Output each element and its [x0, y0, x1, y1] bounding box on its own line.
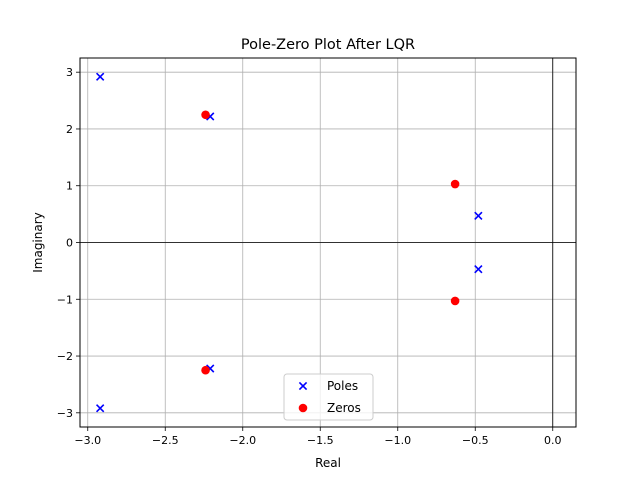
x-axis-label: Real	[315, 456, 341, 470]
x-tick-label: −2.5	[152, 434, 179, 447]
ticks: −3.0 −2.5 −2.0 −1.5 −1.0 −0.5 0.0 −3 −2 −1 0 1 2 3	[57, 66, 562, 447]
x-tick-label: −0.5	[462, 434, 489, 447]
pole-marker	[95, 72, 105, 81]
y-tick-label: −2	[57, 350, 73, 363]
y-tick-label: −3	[57, 407, 73, 420]
y-axis-label: Imaginary	[31, 212, 45, 273]
pole-marker	[95, 404, 105, 413]
x-tick-label: 0.0	[544, 434, 562, 447]
zero-marker	[201, 110, 210, 120]
zero-marker	[450, 296, 460, 306]
zero-marker	[450, 179, 460, 189]
y-tick-label: 3	[66, 66, 73, 79]
pole-marker	[474, 211, 483, 220]
reference-lines	[80, 58, 576, 427]
x-tick-label: −2.0	[229, 434, 256, 447]
legend-label: Poles	[327, 379, 358, 393]
legend-pole-symbol	[298, 381, 308, 391]
chart-title: Pole-Zero Plot After LQR	[241, 37, 415, 53]
x-tick-label: −1.5	[307, 434, 334, 447]
x-tick-label: −1.0	[384, 434, 411, 447]
y-tick-label: −1	[57, 293, 73, 306]
x-tick-label: −3.0	[74, 434, 101, 447]
y-tick-label: 2	[66, 123, 73, 136]
legend-label: Zeros	[327, 401, 361, 415]
legend-zero-symbol	[298, 403, 308, 413]
zero-marker	[201, 365, 210, 375]
y-tick-label: 0	[66, 237, 73, 250]
data-markers	[95, 72, 483, 413]
pole-marker	[474, 265, 483, 274]
y-tick-label: 1	[66, 180, 73, 193]
legend: Poles Zeros	[283, 373, 374, 421]
